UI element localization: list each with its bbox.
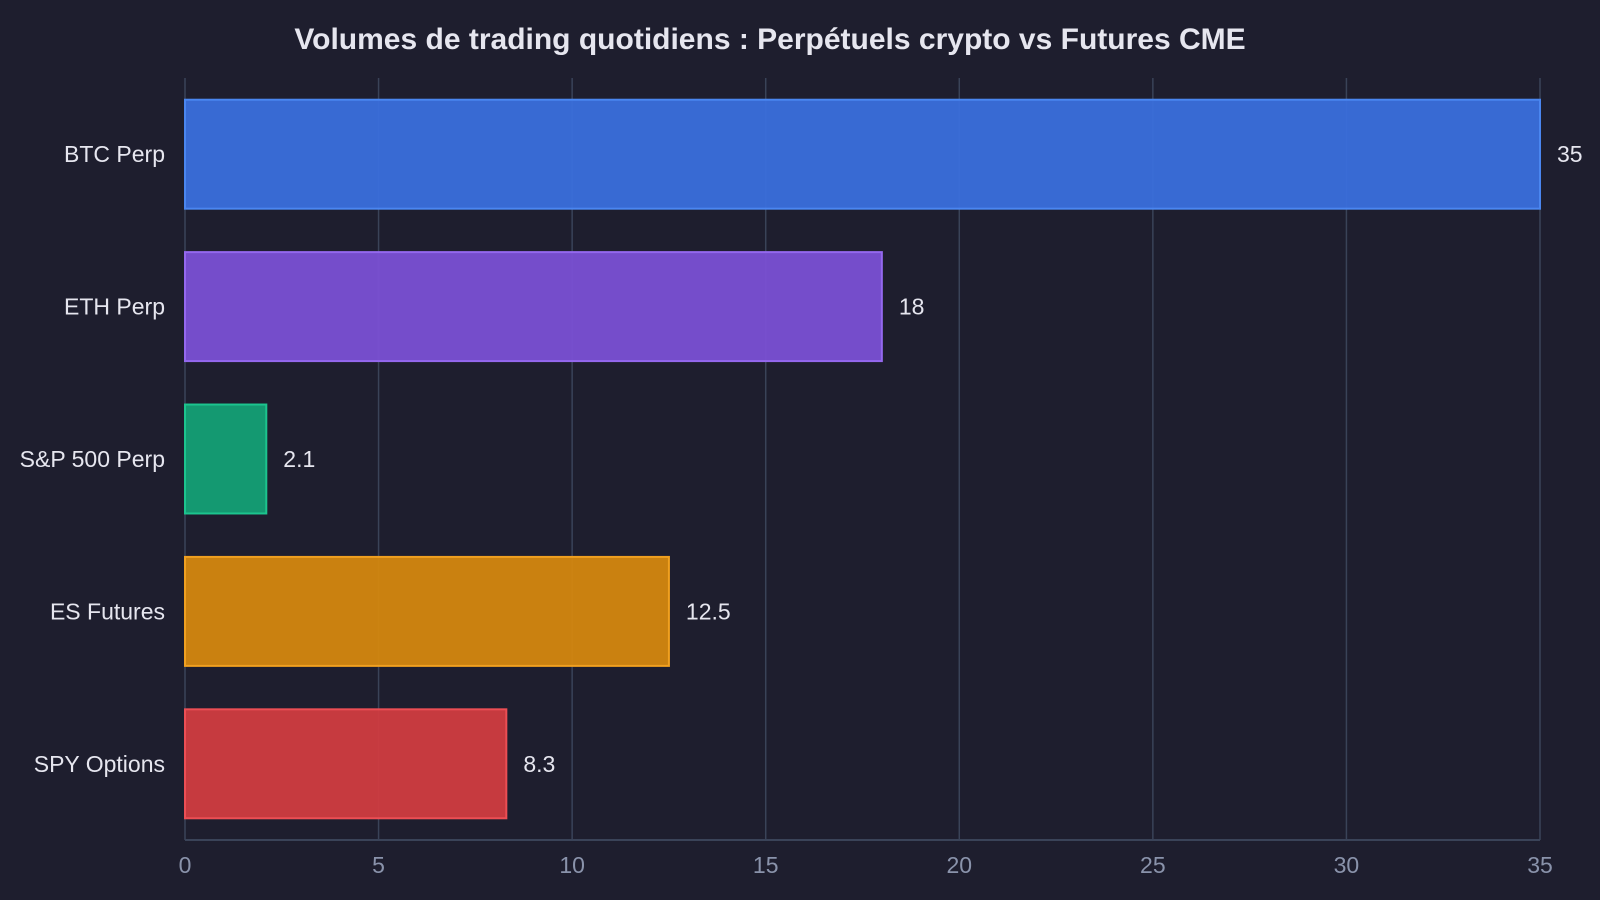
x-tick-label: 0 [179, 852, 192, 878]
bars [184, 98, 1541, 820]
bar-value-label: 8.3 [523, 751, 555, 777]
x-tick-label: 35 [1527, 852, 1553, 878]
chart-title: Volumes de trading quotidiens : Perpétue… [294, 23, 1245, 56]
bar [184, 98, 1541, 210]
category-label: BTC Perp [64, 141, 165, 167]
x-tick-label: 10 [559, 852, 585, 878]
bar-value-label: 18 [899, 294, 925, 320]
category-labels: BTC Perp ETH Perp S&P 500 Perp ES Futures SP… [20, 141, 165, 777]
value-labels: 35 18 2.1 12.5 8.3 [283, 141, 1582, 777]
category-label: ETH Perp [64, 294, 165, 320]
x-tick-label: 5 [372, 852, 385, 878]
bar-value-label: 35 [1557, 141, 1583, 167]
x-tick-label: 20 [946, 852, 972, 878]
bar [184, 251, 883, 363]
bar [184, 708, 508, 820]
category-label: SPY Options [34, 751, 165, 777]
category-label: ES Futures [50, 598, 165, 624]
x-tick-label: 15 [753, 852, 779, 878]
bar [184, 403, 268, 515]
x-tick-label: 25 [1140, 852, 1166, 878]
x-axis-ticks: 0 5 10 15 20 25 30 35 [179, 852, 1553, 878]
bar [184, 555, 670, 667]
bar-value-label: 12.5 [686, 598, 731, 624]
x-tick-label: 30 [1334, 852, 1360, 878]
category-label: S&P 500 Perp [20, 446, 165, 472]
bar-value-label: 2.1 [283, 446, 315, 472]
